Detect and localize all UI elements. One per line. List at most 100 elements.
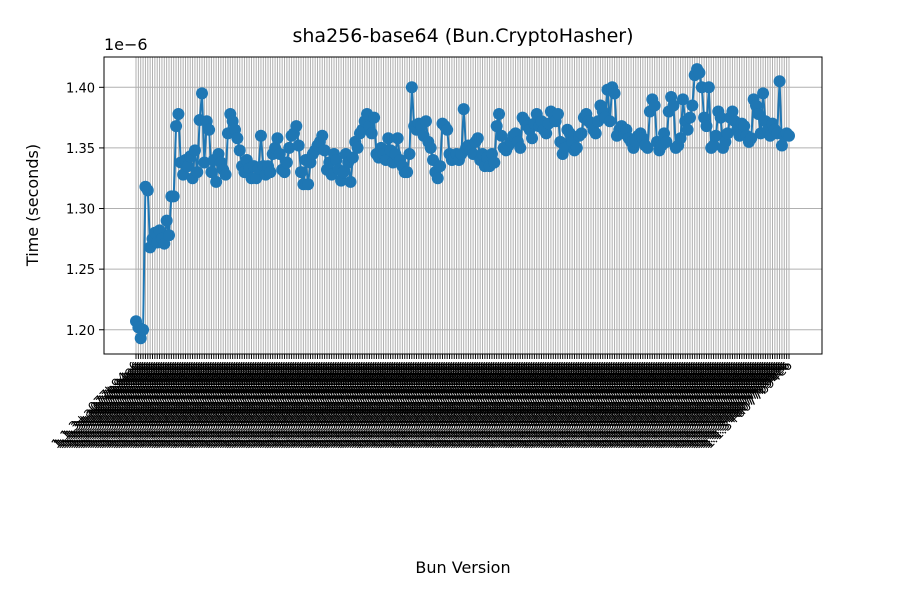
y-tick-label: 1.20 [66,324,95,339]
y-ticks: 1.20 1.25 1.30 1.35 1.40 [66,81,104,339]
data-point [745,132,758,145]
data-point [676,93,689,106]
x-tick-labels: 1.1.3+a077b94e61.1.3+a077b94e61.1.3+a077… [49,362,796,452]
data-point [196,87,209,100]
data-point [641,141,654,154]
data-point [344,175,357,188]
data-point [295,166,308,179]
data-point [280,156,293,169]
data-point [137,323,150,336]
data-point [514,141,527,154]
data-point [292,139,305,152]
plot-frame [103,56,823,355]
data-point [172,107,185,120]
data-point [250,172,263,185]
data-point [457,103,470,116]
data-point [709,129,722,142]
data-point [205,166,218,179]
y-offset-label: 1e−6 [104,35,148,54]
data-point [273,147,286,160]
data-point [203,123,216,136]
data-point [589,127,602,140]
y-tick-label: 1.30 [66,203,95,218]
data-point [210,175,223,188]
data-point [700,120,713,133]
data-point [188,144,201,157]
data-point [493,107,506,120]
data-point [405,81,418,94]
data-point [738,120,751,133]
data-point [775,139,788,152]
data-point [648,99,661,112]
data-point [721,127,734,140]
data-point [757,87,770,100]
data-point [283,141,296,154]
data-point [693,66,706,79]
y-tick-label: 1.40 [66,81,95,96]
data-point [431,172,444,185]
data-point [365,127,378,140]
data-point [490,120,503,133]
data-point [540,127,553,140]
data-point [495,129,508,142]
data-point [337,166,350,179]
data-point [278,166,291,179]
data-point [181,160,194,173]
data-point [368,111,381,124]
data-point [254,129,267,142]
data-point [434,160,447,173]
data-point [551,107,564,120]
chart-title: sha256-base64 (Bun.CryptoHasher) [292,25,633,47]
data-point [351,141,364,154]
data-point [290,120,303,133]
data-point [683,111,696,124]
data-point [667,99,680,112]
data-point [219,168,232,181]
y-axis-label: Time (seconds) [23,144,42,267]
data-point [160,214,173,227]
data-point [686,99,699,112]
data-point [526,132,539,145]
data-point [773,75,786,88]
x-ticks: 1.1.3+a077b94e61.1.3+a077b94e61.1.3+a077… [49,354,796,452]
data-point [403,147,416,160]
data-point [264,166,277,179]
data-point [318,144,331,157]
y-tick-label: 1.35 [66,142,95,157]
data-point [302,178,315,191]
data-point [575,127,588,140]
data-point [714,111,727,124]
data-point [471,132,484,145]
data-point [163,229,175,242]
data-point [441,123,454,136]
data-point [391,132,404,145]
data-point [674,132,687,145]
data-point [419,115,432,128]
data-point [231,132,244,145]
data-point [726,105,739,118]
data-point [191,166,204,179]
data-point [330,154,343,167]
data-series [130,63,795,345]
data-point [424,141,437,154]
data-point [271,132,284,145]
x-gridlines [135,57,790,354]
data-point [570,141,583,154]
data-point [660,135,673,148]
data-point [382,132,395,145]
data-point [488,156,501,169]
data-point [233,144,246,157]
data-point [198,156,211,169]
data-point [346,151,359,164]
data-point [167,190,180,203]
data-point [681,123,694,136]
data-point [316,129,329,142]
y-tick-label: 1.25 [66,263,95,278]
data-point [608,87,621,100]
data-point [170,120,183,133]
data-point [707,139,720,152]
x-axis-label: Bun Version [415,558,510,577]
data-point [401,166,414,179]
data-point [702,81,715,94]
